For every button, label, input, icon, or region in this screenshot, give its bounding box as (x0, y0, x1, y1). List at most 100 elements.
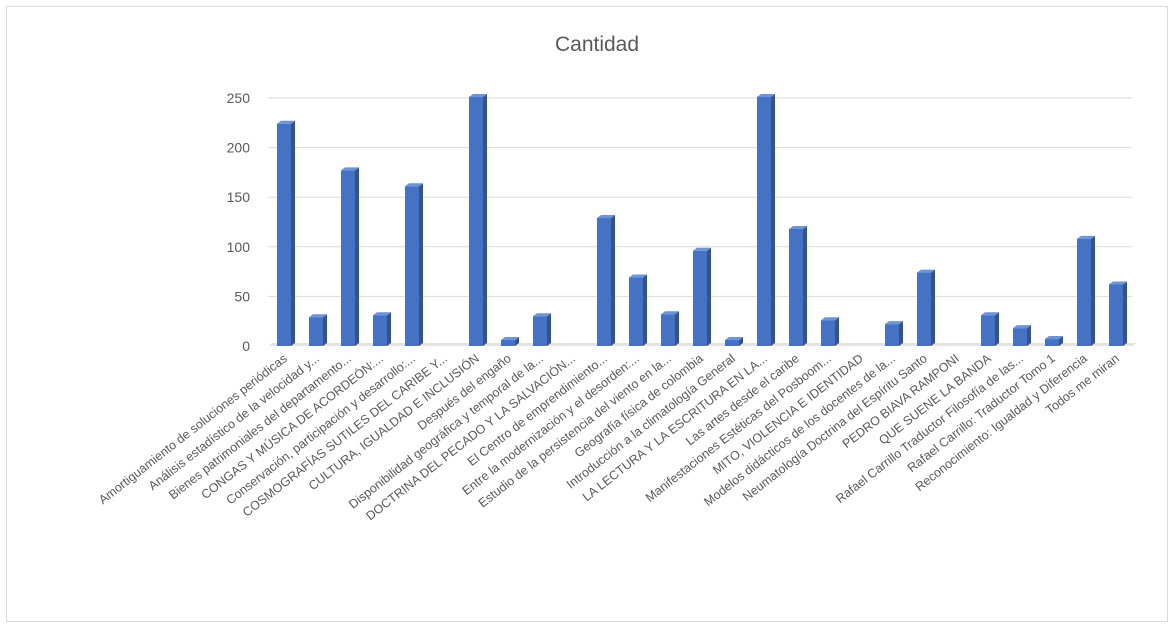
bar-top (1109, 281, 1127, 285)
bar-side (419, 183, 423, 346)
bar-front (501, 340, 515, 346)
bar-top (693, 247, 711, 251)
bar-top (277, 120, 295, 124)
y-tick-label: 150 (227, 189, 251, 205)
bar (501, 337, 519, 346)
bar-top (789, 225, 807, 229)
bar-top (917, 269, 935, 273)
bar-front (373, 315, 387, 346)
bar (885, 321, 903, 346)
bar (757, 94, 775, 347)
y-tick-label: 250 (227, 90, 251, 106)
bar-top (629, 274, 647, 278)
bar-front (533, 316, 547, 346)
bar-side (707, 247, 711, 346)
bar-side (835, 317, 839, 346)
y-tick-label: 200 (227, 140, 251, 156)
bar-top (725, 337, 743, 341)
bar-side (611, 215, 615, 346)
bar-top (597, 215, 615, 219)
bar-top (309, 314, 327, 318)
bar (1109, 281, 1127, 346)
bar-top (821, 317, 839, 321)
bar-top (1045, 336, 1063, 340)
bar (405, 183, 423, 346)
bar (917, 269, 935, 346)
y-tick-label: 100 (227, 239, 251, 255)
chart-title: Cantidad (555, 33, 639, 56)
bar-side (355, 167, 359, 346)
bar-top (661, 311, 679, 315)
bar-top (405, 183, 423, 187)
bar-front (1077, 238, 1091, 346)
bar-front (661, 314, 675, 346)
bar-front (1045, 339, 1059, 346)
bar (373, 312, 391, 346)
bar (597, 215, 615, 346)
bar-side (995, 312, 999, 346)
bar-side (323, 314, 327, 346)
bar-front (981, 315, 995, 346)
bar-front (629, 277, 643, 346)
bar-side (387, 312, 391, 346)
bar-side (643, 274, 647, 346)
bar-front (885, 324, 899, 346)
bar (1045, 336, 1063, 346)
y-tick-label: 50 (234, 288, 250, 304)
bar-front (821, 320, 835, 346)
bar-top (501, 337, 519, 341)
bar-side (739, 337, 743, 346)
bar-front (405, 186, 419, 346)
bar-front (1109, 284, 1123, 346)
bar (821, 317, 839, 346)
bar-front (725, 340, 739, 346)
bar-top (469, 94, 487, 98)
bar-top (885, 321, 903, 325)
bar-side (547, 313, 551, 346)
bar (789, 225, 807, 346)
bar-side (515, 337, 519, 346)
bar (661, 311, 679, 346)
bar (629, 274, 647, 346)
chart-frame (6, 6, 1168, 622)
bar-front (469, 97, 483, 347)
bar (469, 94, 487, 347)
y-tick-label: 0 (242, 338, 250, 354)
bar-side (803, 225, 807, 346)
bar-top (341, 167, 359, 171)
bar-front (277, 123, 291, 347)
bar-front (917, 272, 931, 346)
bar-side (291, 120, 295, 347)
bar (309, 314, 327, 346)
bar (725, 337, 743, 346)
bar (277, 120, 295, 347)
bar-front (789, 228, 803, 346)
bar-side (899, 321, 903, 346)
bar (1013, 325, 1031, 346)
bar-front (309, 317, 323, 346)
bar-front (1013, 328, 1027, 346)
bar-top (373, 312, 391, 316)
bar (341, 167, 359, 346)
bar-side (675, 311, 679, 346)
bar (1077, 235, 1095, 346)
bar-side (771, 94, 775, 347)
bar-top (1013, 325, 1031, 329)
bar-side (1027, 325, 1031, 346)
bar-front (597, 218, 611, 346)
bar-side (483, 94, 487, 347)
bar-side (931, 269, 935, 346)
bar (693, 247, 711, 346)
bar (981, 312, 999, 346)
bar-top (1077, 235, 1095, 239)
bar-side (1059, 336, 1063, 346)
bar-front (693, 250, 707, 346)
bar-side (1091, 235, 1095, 346)
bar-top (533, 313, 551, 317)
bar-top (981, 312, 999, 316)
bar (533, 313, 551, 346)
bar-side (1123, 281, 1127, 346)
bar-top (757, 94, 775, 98)
bar-front (341, 170, 355, 346)
